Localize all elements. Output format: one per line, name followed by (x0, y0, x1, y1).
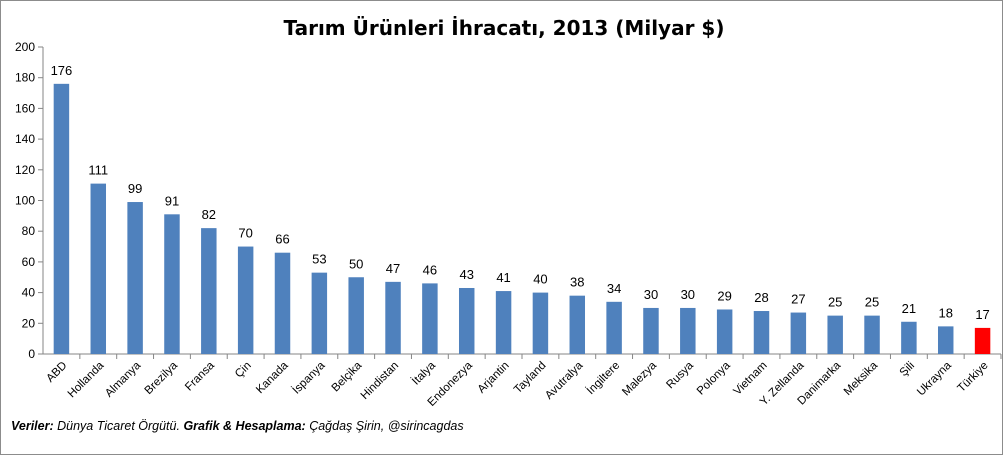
data-label: 111 (88, 163, 108, 178)
bar (348, 277, 364, 354)
y-tick-label: 40 (22, 286, 36, 300)
data-label: 29 (717, 288, 731, 303)
x-tick-label: Avutralya (543, 359, 586, 402)
bar (680, 307, 696, 354)
x-tick-label: İngiltere (584, 359, 622, 397)
bar (422, 283, 438, 354)
y-tick-label: 80 (22, 224, 36, 238)
x-tick-label: Hollanda (66, 359, 107, 400)
x-tick-label: Rusya (664, 359, 696, 391)
data-label: 40 (533, 272, 547, 287)
data-label: 43 (459, 267, 473, 282)
bar (458, 287, 475, 354)
data-label: 91 (165, 193, 179, 208)
bar (974, 327, 991, 354)
data-label: 25 (828, 295, 842, 310)
credit-text: Çağdaş Şirin, @sirincagdas (305, 419, 464, 433)
x-tick-label: İspanya (290, 359, 328, 397)
data-label: 34 (607, 281, 621, 296)
x-tick-label: Meksika (842, 359, 881, 398)
x-tick-label: İtalya (409, 359, 438, 388)
data-label: 70 (238, 226, 252, 241)
x-tick-label: ABD (44, 360, 69, 385)
data-label: 25 (865, 295, 879, 310)
data-label: 82 (202, 207, 216, 222)
bar (716, 309, 733, 354)
y-tick-label: 20 (22, 316, 36, 330)
y-tick-label: 160 (15, 101, 35, 115)
data-label: 38 (570, 275, 584, 290)
bar (90, 183, 107, 354)
credit-label: Grafik & Hesaplama: (183, 419, 306, 433)
x-tick-label: Brezilya (143, 359, 181, 397)
x-tick-label: Malezya (620, 359, 659, 398)
y-tick-label: 200 (15, 40, 35, 54)
bar (201, 228, 217, 354)
chart-title: Tarım Ürünleri İhracatı, 2013 (Milyar $) (284, 16, 725, 40)
bar (827, 315, 843, 354)
x-tick-label: Ukrayna (915, 359, 954, 398)
data-label: 30 (644, 287, 658, 302)
data-label: 53 (312, 252, 326, 267)
bar (495, 291, 512, 354)
bar (274, 252, 291, 354)
x-tick-label: Almanya (103, 359, 144, 400)
x-tick-label: Fransa (183, 359, 217, 393)
bar (643, 307, 659, 354)
x-tick-label: Vietnam (731, 360, 769, 398)
bar (901, 321, 917, 354)
data-label: 99 (128, 181, 142, 196)
bar (532, 292, 549, 354)
bar (864, 315, 880, 354)
x-tick-label: Polonya (695, 359, 733, 397)
source-text: Dünya Ticaret Örgütü. (53, 419, 184, 433)
x-tick-label: Arjantin (476, 360, 512, 396)
data-label: 30 (681, 287, 695, 302)
data-label: 27 (791, 292, 805, 307)
data-label: 21 (902, 301, 916, 316)
x-tick-label: Tayland (512, 360, 549, 397)
source-credit: Veriler: Dünya Ticaret Örgütü. Grafik & … (11, 419, 464, 433)
bar (569, 295, 586, 354)
x-tick-label: Türkiye (956, 360, 991, 395)
x-tick-label: Şili (898, 360, 917, 379)
x-tick-label: Hindistan (359, 360, 401, 402)
bar (606, 301, 622, 354)
data-label: 50 (349, 256, 363, 271)
y-tick-label: 140 (15, 132, 35, 146)
bar (311, 272, 328, 354)
data-label: 17 (975, 307, 989, 322)
bar (237, 246, 254, 354)
source-label: Veriler: (11, 419, 54, 433)
bar (790, 312, 807, 354)
x-tick-label: Çin (233, 360, 254, 381)
bar (127, 202, 143, 354)
data-label: 66 (275, 232, 289, 247)
data-label: 28 (754, 290, 768, 305)
bar (385, 281, 401, 354)
y-tick-label: 0 (28, 347, 35, 361)
data-label: 46 (423, 262, 437, 277)
bar (164, 214, 180, 354)
y-tick-label: 180 (15, 71, 35, 85)
bar (937, 326, 954, 354)
y-tick-label: 60 (22, 255, 36, 269)
data-label: 41 (496, 270, 510, 285)
y-tick-label: 100 (15, 194, 35, 208)
data-label: 176 (51, 63, 73, 78)
data-label: 47 (386, 261, 400, 276)
bar (753, 311, 770, 354)
x-tick-label: Belçika (330, 359, 365, 394)
bars: 176 111 99 91 82 70 66 53 50 47 46 43 41 40 38 34 30 30 29… (51, 63, 991, 354)
x-tick-label: Kanada (254, 359, 291, 396)
data-label: 18 (938, 305, 952, 320)
y-tick-label: 120 (15, 163, 35, 177)
bar (53, 83, 70, 354)
